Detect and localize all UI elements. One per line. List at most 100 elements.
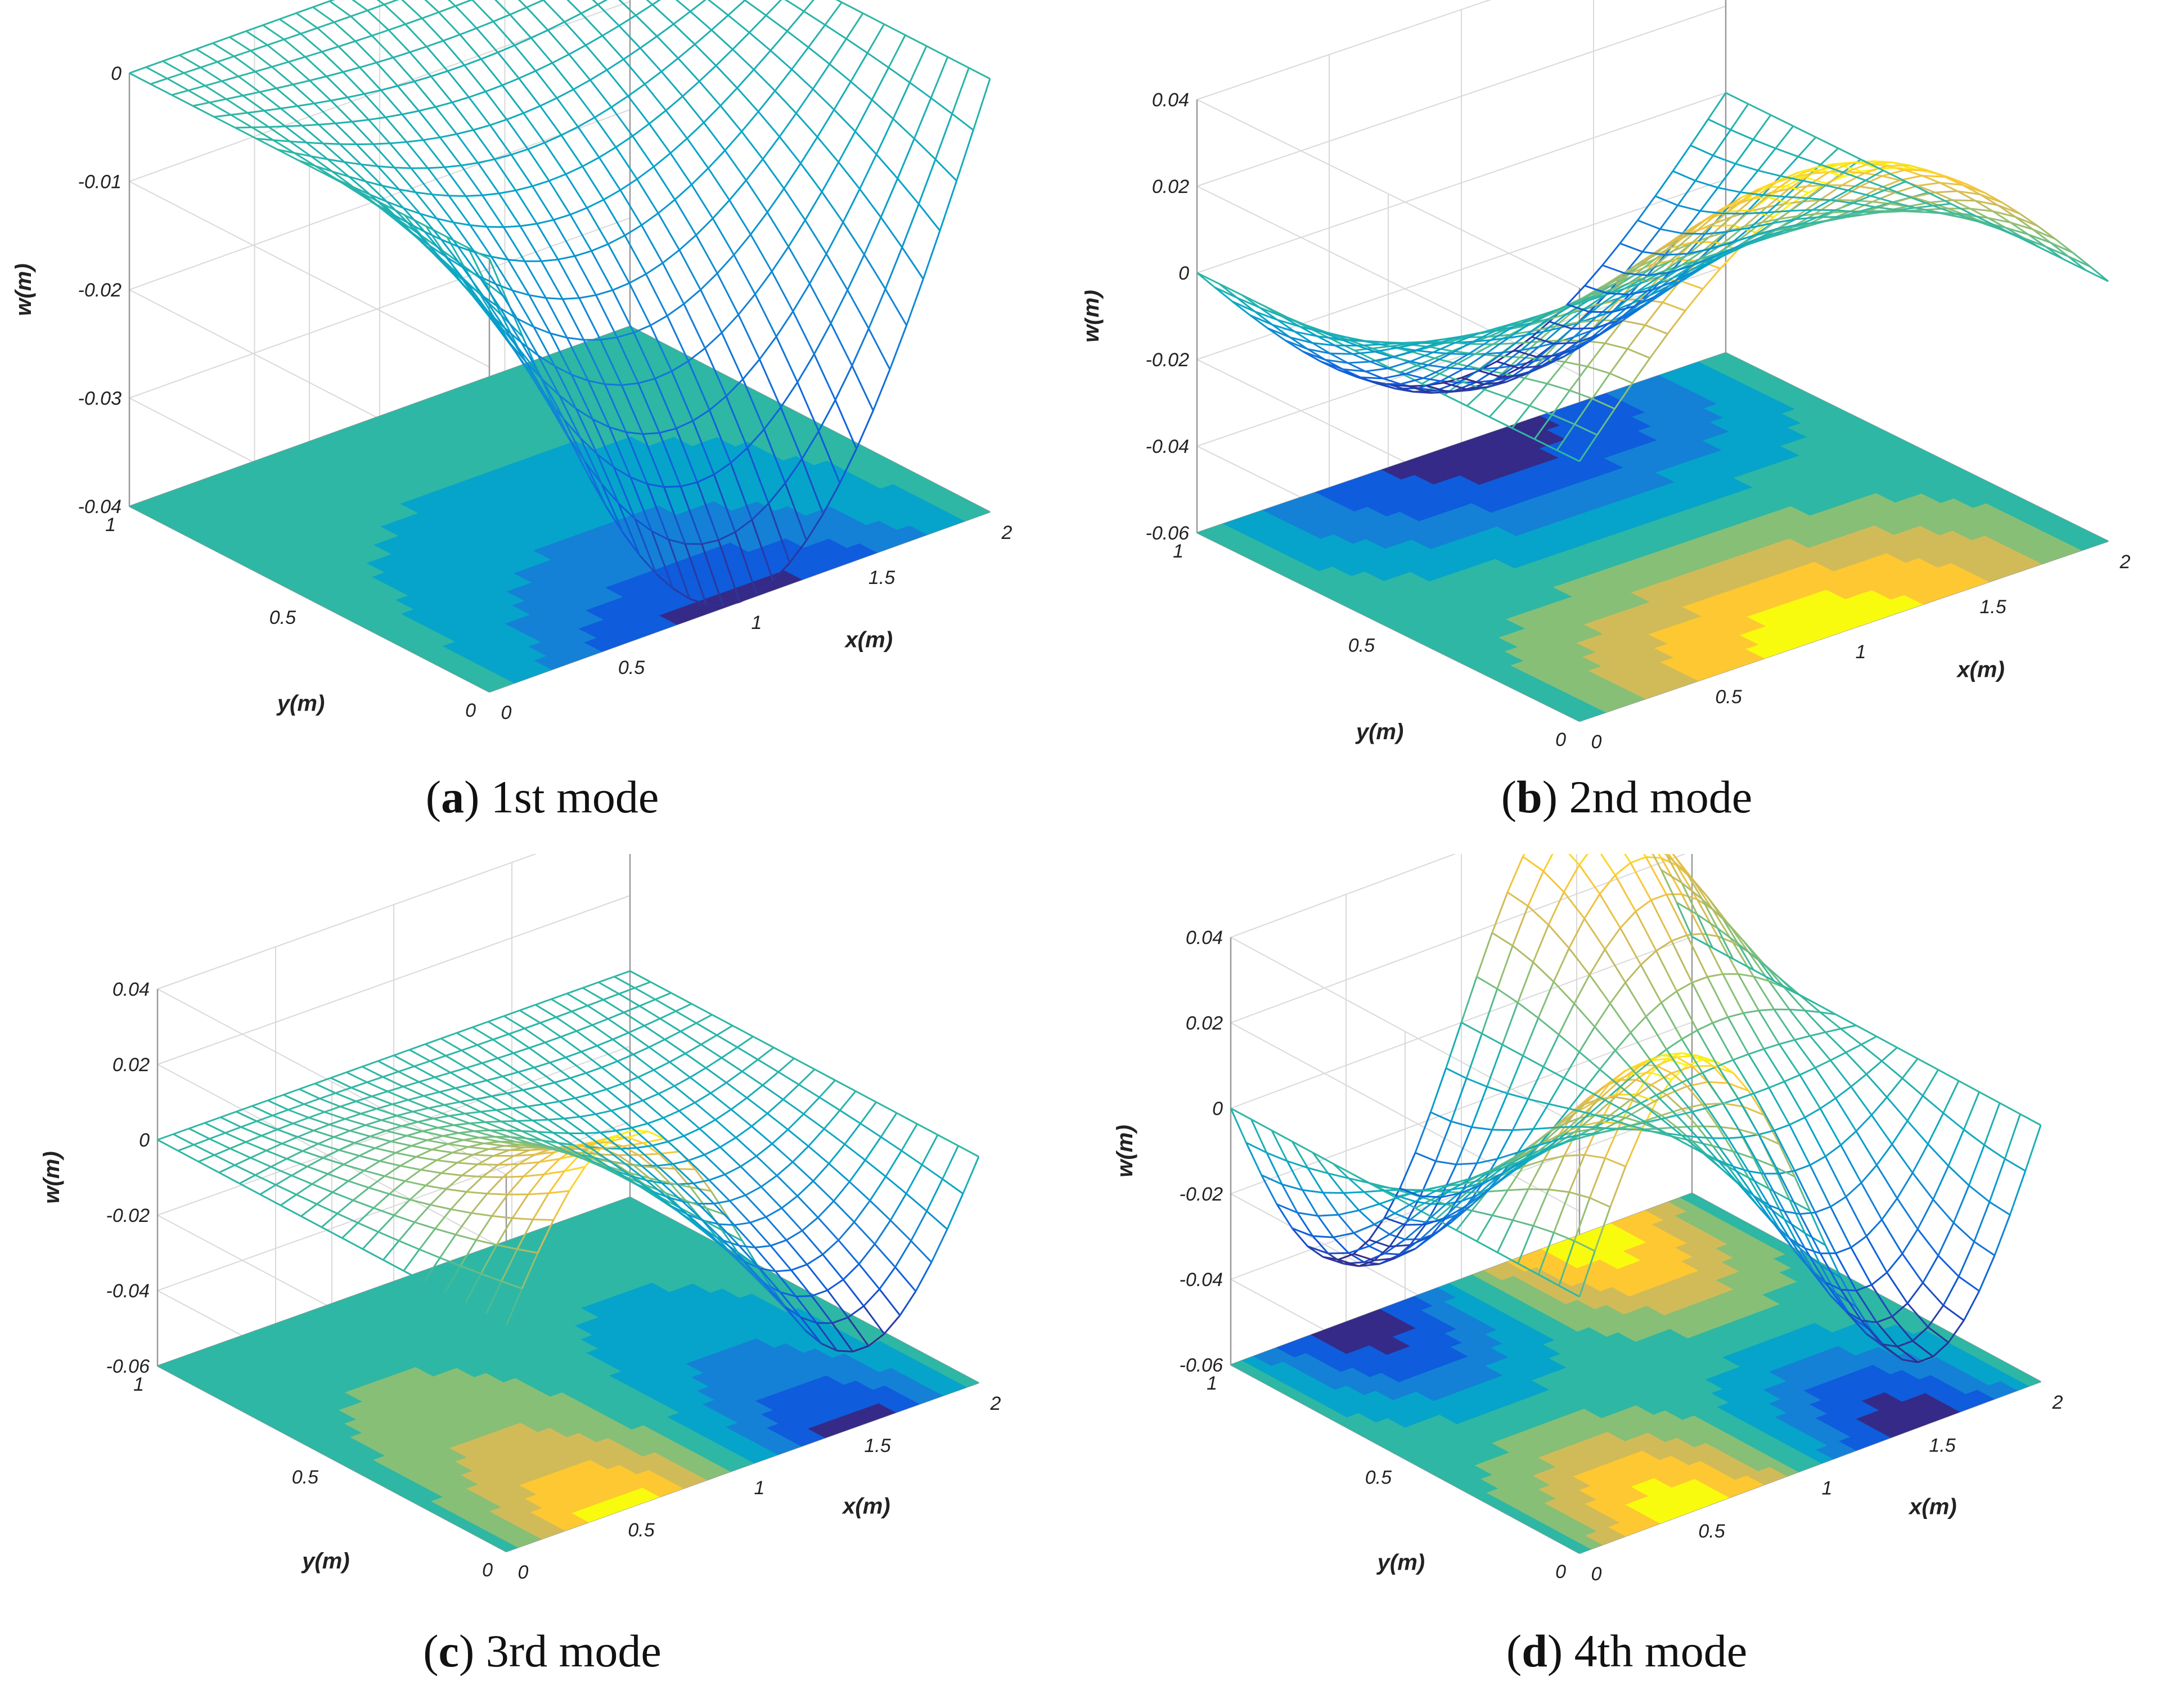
- mesh-segment: [609, 426, 632, 478]
- mesh-segment: [668, 1135, 685, 1143]
- mesh-segment: [376, 62, 399, 87]
- mesh-segment: [775, 336, 799, 383]
- mesh-segment: [736, 87, 759, 113]
- mesh-segment: [972, 78, 991, 131]
- mesh-segment: [892, 82, 911, 119]
- mesh-segment: [1782, 226, 1805, 232]
- mesh-segment: [250, 50, 273, 68]
- mesh-segment: [766, 212, 790, 248]
- mesh-segment: [1317, 335, 1340, 340]
- mesh-segment: [1492, 342, 1515, 345]
- mesh-segment: [692, 409, 710, 422]
- mesh-segment: [697, 473, 715, 483]
- mesh-segment: [1533, 414, 1553, 440]
- mesh-segment: [641, 224, 664, 264]
- mesh-segment: [284, 38, 306, 58]
- mesh-segment: [2018, 236, 2041, 249]
- mesh-segment: [464, 1273, 482, 1304]
- mesh-segment: [1529, 383, 1548, 407]
- caption-text: 2nd mode: [1569, 771, 1753, 822]
- mesh-segment: [1427, 353, 1451, 366]
- mesh-segment: [796, 381, 820, 432]
- mesh-segment: [1894, 185, 1918, 194]
- mesh-segment: [523, 1161, 540, 1177]
- mesh-segment: [1276, 319, 1295, 332]
- mesh-segment: [741, 111, 759, 132]
- mesh-segment: [390, 1135, 407, 1143]
- mesh-segment: [1950, 203, 1974, 216]
- mesh-segment: [548, 173, 566, 182]
- mesh-segment: [597, 3, 620, 26]
- panel-c: -0.06 -0.04 -0.02 0 0.02 0.04 0 0.5 1 1.5 2 0 0.5 1 x(…: [0, 854, 1084, 1708]
- mesh-segment: [621, 382, 638, 386]
- mesh-segment: [526, 7, 549, 31]
- mesh-segment: [1777, 223, 1801, 230]
- mesh-segment: [1602, 264, 1626, 275]
- z-axis-label: w(m): [1084, 290, 1104, 342]
- mesh-segment: [796, 1295, 812, 1297]
- mesh-segment: [1969, 208, 1988, 219]
- mesh-segment: [1537, 339, 1560, 343]
- mesh-segment: [533, 326, 551, 334]
- mesh-segment: [538, 1151, 556, 1163]
- mesh-segment: [1613, 303, 1632, 312]
- mesh-surface: [129, 0, 991, 606]
- mesh-segment: [527, 149, 550, 182]
- mesh-segment: [455, 0, 472, 7]
- mesh-segment: [1489, 416, 1513, 429]
- mesh-segment: [778, 136, 802, 164]
- mesh-segment: [1856, 161, 1880, 170]
- mesh-segment: [419, 213, 442, 240]
- mesh-segment: [489, 118, 507, 126]
- mesh-segment: [1817, 216, 1840, 218]
- mesh-segment: [368, 119, 391, 144]
- mesh-segment: [521, 342, 539, 357]
- mesh-segment: [543, 142, 567, 175]
- mesh-segment: [302, 124, 319, 127]
- mesh-segment: [279, 18, 302, 35]
- mesh-segment: [284, 33, 302, 41]
- mesh-segment: [393, 1199, 411, 1216]
- mesh-segment: [700, 289, 723, 334]
- mesh-segment: [1376, 361, 1400, 374]
- mesh-segment: [1785, 176, 1804, 187]
- mesh-segment: [377, 165, 400, 190]
- mesh-segment: [539, 105, 562, 136]
- contour-floor: [156, 1197, 980, 1552]
- mesh-segment: [930, 97, 953, 115]
- mesh-segment: [384, 1165, 401, 1177]
- mesh-segment: [1637, 249, 1662, 268]
- mesh-segment: [1714, 245, 1738, 258]
- mesh-segment: [338, 40, 356, 48]
- mesh-segment: [376, 56, 394, 64]
- mesh-segment: [418, 1228, 436, 1250]
- mesh-segment: [1524, 377, 1548, 385]
- mesh-segment: [1660, 232, 1684, 250]
- mesh-segment: [623, 47, 641, 60]
- mesh-segment: [1815, 136, 1839, 149]
- mesh-segment: [188, 84, 206, 92]
- mesh-segment: [1511, 427, 1535, 440]
- mesh-segment: [774, 69, 793, 92]
- mesh-segment: [586, 207, 609, 245]
- mesh-segment: [1662, 302, 1686, 312]
- mesh-segment: [809, 283, 832, 324]
- mesh-segment: [398, 188, 421, 214]
- mesh-segment: [1865, 179, 1889, 190]
- mesh-segment: [627, 95, 650, 124]
- mesh-segment: [456, 133, 479, 164]
- mesh-segment: [796, 1180, 814, 1197]
- mesh-segment: [492, 21, 515, 46]
- mesh-segment: [548, 1170, 565, 1194]
- mesh-segment: [563, 419, 586, 462]
- mesh-segment: [626, 431, 643, 435]
- mesh-segment: [721, 1229, 739, 1253]
- mesh-segment: [708, 150, 726, 169]
- mesh-segment: [659, 428, 677, 434]
- mesh-segment: [452, 96, 470, 104]
- mesh-segment: [635, 3, 653, 16]
- mesh-segment: [745, 158, 764, 181]
- mesh-segment: [880, 178, 899, 218]
- mesh-segment: [2090, 266, 2109, 282]
- mesh-segment: [294, 152, 312, 158]
